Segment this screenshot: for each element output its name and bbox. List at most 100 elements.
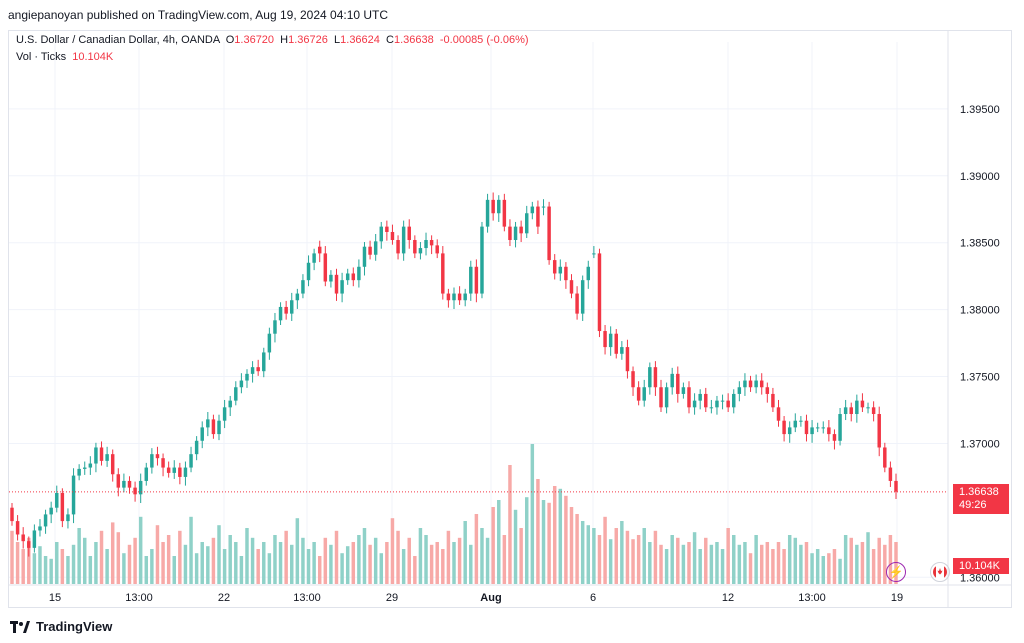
- candle-body: [401, 226, 406, 254]
- volume-bar: [77, 528, 81, 584]
- volume-bar: [530, 444, 535, 584]
- volume-bar: [580, 521, 585, 584]
- volume-bar: [178, 530, 182, 584]
- volume-bar: [60, 549, 65, 584]
- volume-bar: [424, 535, 428, 584]
- candle-body: [782, 420, 786, 435]
- candle-body: [502, 199, 507, 227]
- y-tick-label: 1.37000: [960, 438, 1000, 450]
- candle-body: [726, 400, 730, 408]
- candle-body: [262, 352, 266, 372]
- volume-bar: [497, 500, 501, 584]
- volume-bar: [676, 537, 680, 584]
- y-tick-label: 1.37500: [960, 372, 1000, 384]
- volume-bar: [620, 521, 624, 584]
- lightning-icon[interactable]: ⚡: [886, 562, 906, 582]
- candle-body: [827, 427, 831, 435]
- volume-bar: [127, 544, 132, 584]
- high-value: 1.36726: [288, 34, 328, 46]
- volume-bar: [815, 549, 820, 584]
- candle-body: [692, 400, 697, 408]
- tradingview-footer[interactable]: TradingView: [10, 619, 112, 634]
- volume-bar: [547, 502, 551, 584]
- volume-bar: [664, 549, 669, 584]
- volume-bar: [401, 549, 406, 584]
- candle-body: [66, 514, 70, 522]
- x-tick-label: 15: [49, 592, 61, 604]
- y-tick-label: 1.38000: [960, 305, 1000, 317]
- candle-body: [754, 380, 758, 388]
- candle-body: [88, 463, 93, 468]
- open-value: 1.36720: [234, 34, 275, 46]
- volume-bar: [883, 544, 887, 584]
- candle-body: [127, 480, 132, 488]
- volume-bar: [351, 542, 356, 584]
- volume-bar: [860, 542, 865, 584]
- volume-bar: [306, 549, 311, 584]
- volume-bar: [161, 542, 165, 584]
- volume-bar: [66, 556, 70, 584]
- volume-bar: [150, 549, 154, 584]
- volume-bar: [804, 542, 809, 584]
- volume-bar: [334, 530, 339, 584]
- canada-flag-icon[interactable]: [930, 562, 950, 582]
- candle-body: [306, 262, 311, 281]
- candle-body: [312, 253, 316, 263]
- candle-body: [116, 474, 121, 488]
- candle-body: [709, 407, 714, 409]
- volume-bar: [765, 542, 770, 584]
- candle-body: [172, 467, 176, 473]
- candle-body: [390, 231, 395, 241]
- candle-body: [418, 248, 423, 254]
- volume-bar: [27, 537, 31, 584]
- volume-bar: [362, 528, 367, 584]
- candle-body: [748, 380, 753, 388]
- volume-bar: [687, 542, 691, 584]
- symbol-label: U.S. Dollar / Canadian Dollar, 4h, OANDA: [16, 34, 220, 46]
- candle-body: [608, 333, 613, 348]
- volume-bar: [614, 528, 618, 584]
- volume-bar: [429, 544, 434, 584]
- volume-bar: [234, 542, 238, 584]
- volume-bar: [653, 530, 658, 584]
- candle-body: [659, 387, 663, 408]
- candle-body: [759, 380, 764, 388]
- candle-body: [99, 447, 104, 461]
- chart-frame: [8, 30, 1012, 608]
- volume-bar: [133, 537, 137, 584]
- candle-body: [519, 226, 523, 234]
- candle-body: [284, 306, 288, 314]
- change-value: -0.00085 (-0.06%): [439, 34, 529, 46]
- volume-bar: [267, 553, 272, 584]
- volume-bar: [99, 530, 104, 584]
- volume-bar: [636, 535, 641, 584]
- volume-bar: [49, 558, 53, 584]
- candle-body: [150, 454, 154, 468]
- candle-body: [273, 320, 277, 334]
- candle-body: [55, 492, 59, 508]
- volume-bar: [390, 518, 395, 584]
- candle-body: [71, 475, 76, 515]
- candle-body: [138, 480, 143, 495]
- volume-bar: [871, 549, 876, 584]
- candle-body: [547, 206, 551, 261]
- volume-bar: [519, 528, 523, 584]
- candle-body: [888, 467, 893, 481]
- candle-body: [94, 447, 98, 464]
- candle-body: [340, 280, 344, 294]
- x-tick-label: Aug: [480, 592, 501, 604]
- candle-body: [49, 507, 53, 515]
- candle-body: [228, 400, 232, 408]
- x-tick-label: 12: [722, 592, 734, 604]
- volume-bar: [256, 549, 260, 584]
- volume-bar: [357, 535, 361, 584]
- volume-bar: [222, 549, 227, 584]
- candle-body: [77, 468, 81, 476]
- candle-body: [457, 293, 462, 301]
- volume-bar: [290, 544, 294, 584]
- candle-body: [82, 467, 87, 469]
- candle-body: [575, 293, 579, 314]
- candle-body: [211, 419, 216, 435]
- volume-bar: [648, 542, 652, 584]
